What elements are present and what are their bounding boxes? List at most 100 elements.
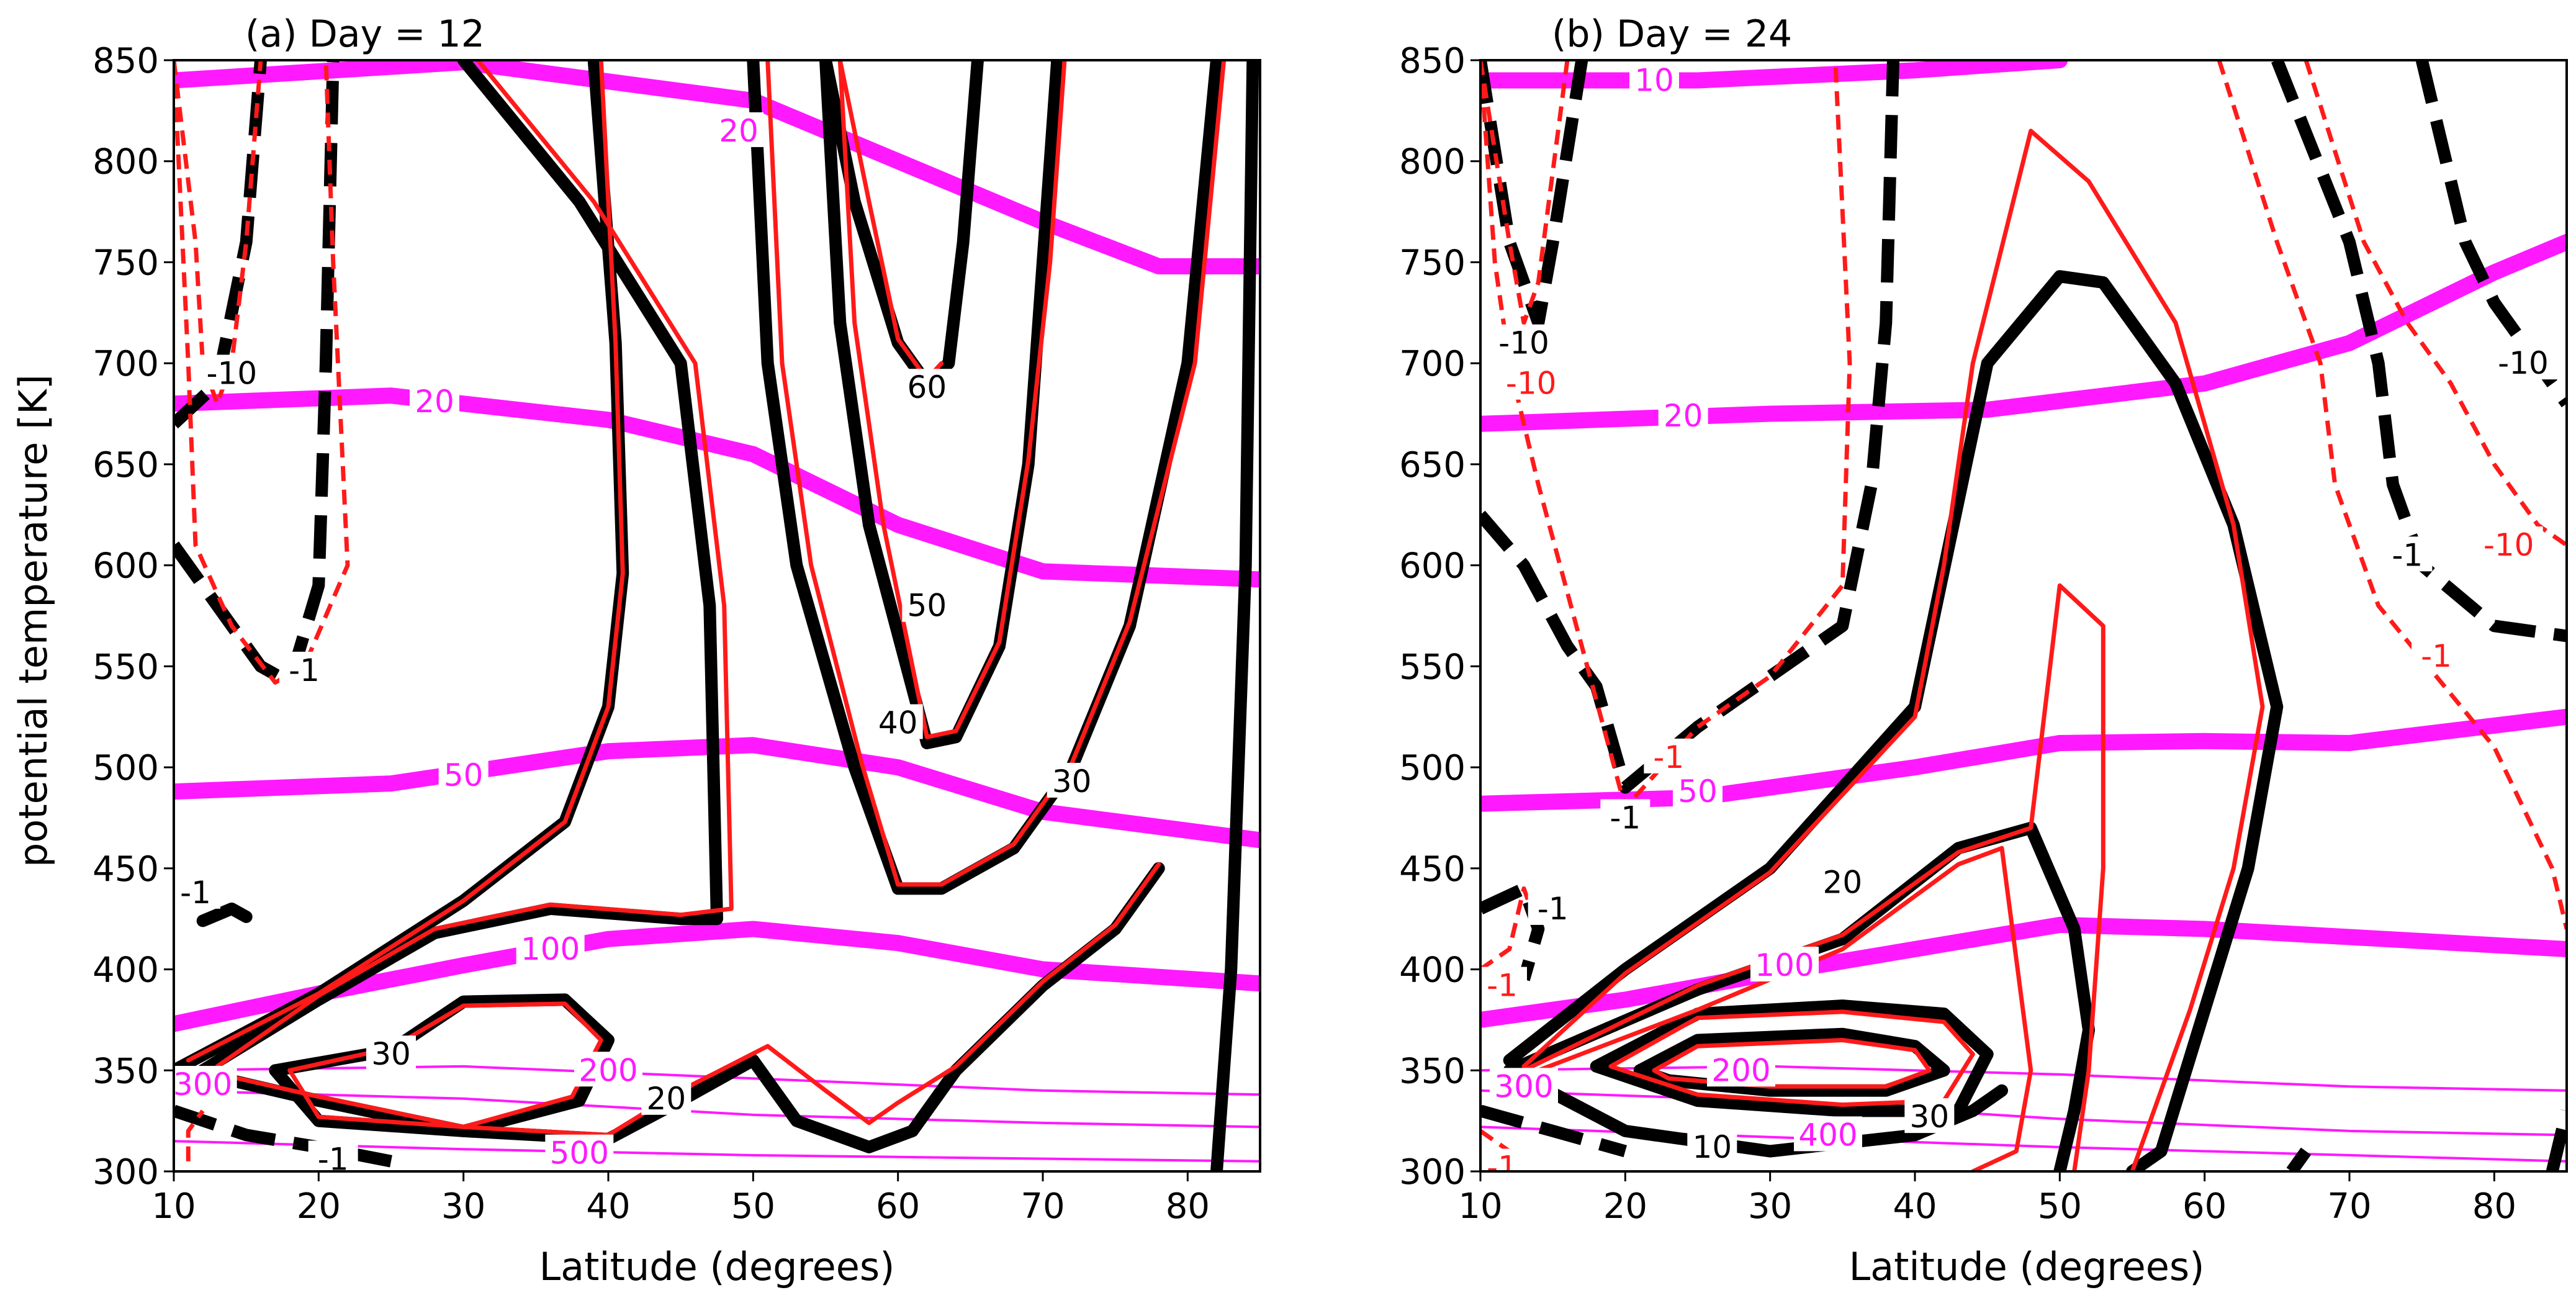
panel-b-clabel-bg-3 — [1750, 947, 1819, 982]
panel-a: (a) Day = 12 potential temperature [K] L… — [11, 12, 1261, 1289]
panel-a-clabel-3: 100 — [521, 931, 580, 967]
panel-b-contour-8 — [1521, 128, 2265, 1171]
panel-a-clabel-bg-15 — [366, 1035, 416, 1071]
panel-b-clabel-19: 30 — [1910, 1099, 1950, 1135]
panel-a-contour-9 — [196, 60, 723, 1077]
panel-b-contour-12 — [1590, 999, 1994, 1117]
panel-b-clabel-bg-13 — [1528, 890, 1578, 925]
panel-b-xtick-label-0: 10 — [1458, 1186, 1502, 1227]
panel-b-clabel-bg-9 — [2489, 345, 2557, 380]
panel-b-ytick-label-7: 650 — [1399, 445, 1466, 485]
panel-b-ytick-label-2: 400 — [1399, 950, 1466, 991]
panel-a-contour-28 — [196, 902, 253, 927]
panel-a-clabel-13: 40 — [878, 705, 918, 741]
panel-b-clabel-bg-5 — [1490, 1068, 1558, 1103]
panel-b-contour-1 — [1480, 233, 2567, 432]
panel-b-contour-29 — [2286, 1147, 2312, 1171]
panel-b-clabel-17: -1 — [2421, 638, 2452, 674]
panel-a-contour-22 — [174, 60, 340, 689]
panel-b-ytick-label-6: 600 — [1399, 546, 1466, 587]
panel-b-clabel-bg-12 — [1644, 738, 1694, 773]
panel-b-xlabel: Latitude (degrees) — [1849, 1244, 2205, 1289]
panel-a-clabel-14: 30 — [1052, 764, 1092, 800]
panel-b-contour-22 — [2217, 60, 2567, 930]
panel-b-contour-30 — [2546, 1109, 2567, 1171]
panel-a-ytick-label-10: 800 — [92, 142, 159, 183]
panel-b-xtick-label-7: 80 — [2472, 1186, 2516, 1227]
panel-b-contour-13 — [1608, 1009, 1975, 1107]
panel-b-clabel-bg-14 — [1480, 967, 1527, 1002]
panel-b-ytick-label-1: 350 — [1399, 1051, 1466, 1091]
panel-a-ytick-label-2: 400 — [92, 950, 159, 991]
panel-b-contour-17 — [1480, 60, 1899, 794]
panel-a-clabel-bg-8 — [279, 651, 329, 687]
panel-b-contour-0 — [1480, 60, 2068, 89]
panel-a-clabel-12: 50 — [907, 588, 947, 624]
panel-b-xtick-label-6: 70 — [2327, 1186, 2371, 1227]
panel-a-clabel-bg-6 — [545, 1134, 614, 1170]
panel-b-clabel-12: -1 — [1653, 739, 1684, 775]
panel-b-clabel-bg-16 — [2382, 536, 2433, 572]
panel-b-clabel-11: -1 — [1610, 800, 1641, 836]
panel-b-xtick-label-2: 30 — [1748, 1186, 1792, 1227]
panel-a-clabel-7: -10 — [206, 355, 257, 391]
panel-a-clabel-bg-2 — [438, 757, 489, 792]
panel-b-contour-15 — [1652, 1038, 1932, 1089]
panel-b-clabel-9: -10 — [2498, 345, 2549, 381]
panel-a-contour-23 — [174, 60, 350, 685]
panel-a-clabel-bg-11 — [902, 369, 952, 404]
panel-b-plot-area: 10 20 50 100 200 300 400 -10 -10 -10 -10 -1 -1 -1 -1 -1… — [1480, 60, 2567, 1171]
panel-a-clabel-10: -1 — [318, 1141, 349, 1177]
panel-b-clabel-10: -10 — [2484, 527, 2534, 563]
panel-a-clabel-bg-12 — [902, 587, 952, 622]
panel-a-clabel-11: 60 — [907, 369, 947, 405]
panel-a-contour-13 — [819, 60, 1064, 749]
panel-a-clabel-2: 50 — [444, 757, 484, 793]
panel-a-clabel-bg-7 — [197, 354, 266, 390]
panel-a-contour-5 — [174, 1089, 1260, 1129]
panel-a-clabel-bg-1 — [410, 383, 459, 418]
panel-a-plot-area: 20 20 50 100 200 300 500 -10 -1 -1 -1 60 50 40 30 30 20 — [174, 60, 1260, 1177]
panel-b-clabel-20: 10 — [1693, 1129, 1732, 1165]
panel-b-clabel-1: 20 — [1664, 398, 1703, 434]
panel-a-clabel-0: 20 — [719, 113, 759, 149]
panel-b-contour-20 — [1480, 60, 1570, 325]
panel-a-contour-24 — [174, 60, 267, 429]
panel-b-clabel-5: 300 — [1494, 1068, 1553, 1104]
panel-b-ytick-label-11: 850 — [1399, 41, 1466, 81]
panel-a-clabel-15: 30 — [371, 1036, 411, 1072]
panel-b-contour-3 — [1480, 916, 2567, 1028]
panel-b-clabel-6: 400 — [1798, 1117, 1857, 1153]
panel-a-ytick-label-0: 300 — [92, 1152, 159, 1193]
panel-b-ytick-label-5: 550 — [1399, 647, 1466, 687]
panel-a-clabel-4: 200 — [579, 1052, 637, 1088]
panel-b-clabel-bg-4 — [1707, 1052, 1775, 1087]
panel-a-clabel-bg-0 — [714, 112, 763, 147]
panel-a-ytick-label-3: 450 — [92, 849, 159, 890]
panel-a-xtick-label-1: 20 — [297, 1186, 341, 1227]
panel-b-xtick-label-5: 60 — [2182, 1186, 2227, 1227]
panel-a-ytick-label-6: 600 — [92, 546, 159, 587]
panel-a-ytick-label-11: 850 — [92, 41, 159, 81]
panel-b-clabel-3: 100 — [1755, 947, 1814, 983]
panel-a-clabel-bg-16 — [641, 1080, 691, 1115]
panel-a-xtick-label-3: 40 — [586, 1186, 630, 1227]
panel-b-xtick-label-1: 20 — [1603, 1186, 1647, 1227]
panel-a-clabel-16: 20 — [647, 1081, 687, 1117]
panel-a-clabel-6: 500 — [550, 1135, 609, 1171]
panel-b-xtick-label-3: 40 — [1893, 1186, 1937, 1227]
panel-b-contour-21 — [2271, 60, 2567, 642]
panel-a-clabel-9: -1 — [180, 875, 211, 911]
panel-a-ytick-label-4: 500 — [92, 748, 159, 788]
panel-a-ytick-label-5: 550 — [92, 647, 159, 687]
panel-b-clabel-18: 20 — [1823, 865, 1863, 901]
panel-a-clabel-bg-10 — [308, 1140, 358, 1171]
panel-b-ytick-label-8: 700 — [1399, 344, 1466, 384]
panel-b-contour-18 — [1480, 60, 1852, 810]
panel-b-clabel-bg-17 — [2412, 638, 2461, 673]
panel-b-contour-10 — [1521, 583, 2105, 1171]
panel-a-clabel-8: -1 — [289, 652, 320, 688]
panel-b-clabel-16: -1 — [2392, 537, 2423, 573]
panel-a-ytick-label-1: 350 — [92, 1051, 159, 1091]
